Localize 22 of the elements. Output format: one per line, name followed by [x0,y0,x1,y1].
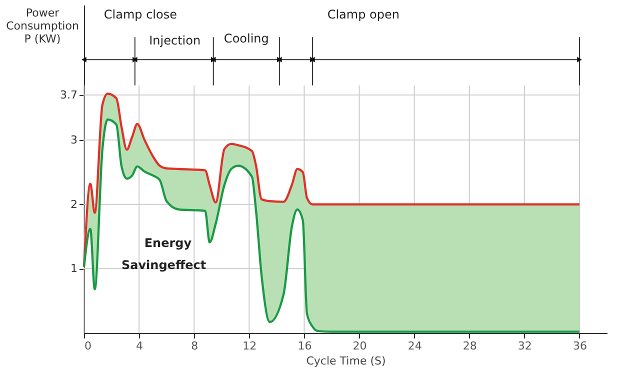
y-tick-label: 1 [70,262,78,276]
annotation: Clamp close [104,8,177,22]
x-tick-label: 32 [518,340,532,352]
x-tick-label: 4 [136,340,144,352]
annotation: Savingeffect [122,258,206,272]
annotation: Cooling [224,31,269,46]
annotation: Energy [144,236,192,250]
y-axis-title: Power Consumption P (KW) [6,6,79,46]
x-tick-label: 36 [572,340,587,352]
x-tick-label: 28 [462,340,477,352]
x-axis-title: Cycle Time (S) [306,354,386,368]
x-tick-label: 8 [191,340,198,352]
y-tick-label: 2 [70,198,78,211]
x-tick-label: 0 [84,340,92,352]
x-tick-label: 16 [298,340,312,352]
annotation: Clamp open [327,8,400,22]
x-tick-label: 12 [242,340,257,352]
x-tick-label: 20 [352,340,367,352]
annotation: Injection [149,33,201,48]
y-tick-label: 3.7 [60,88,78,102]
y-tick-label: 3 [70,134,78,147]
x-tick-label: 24 [408,340,422,352]
